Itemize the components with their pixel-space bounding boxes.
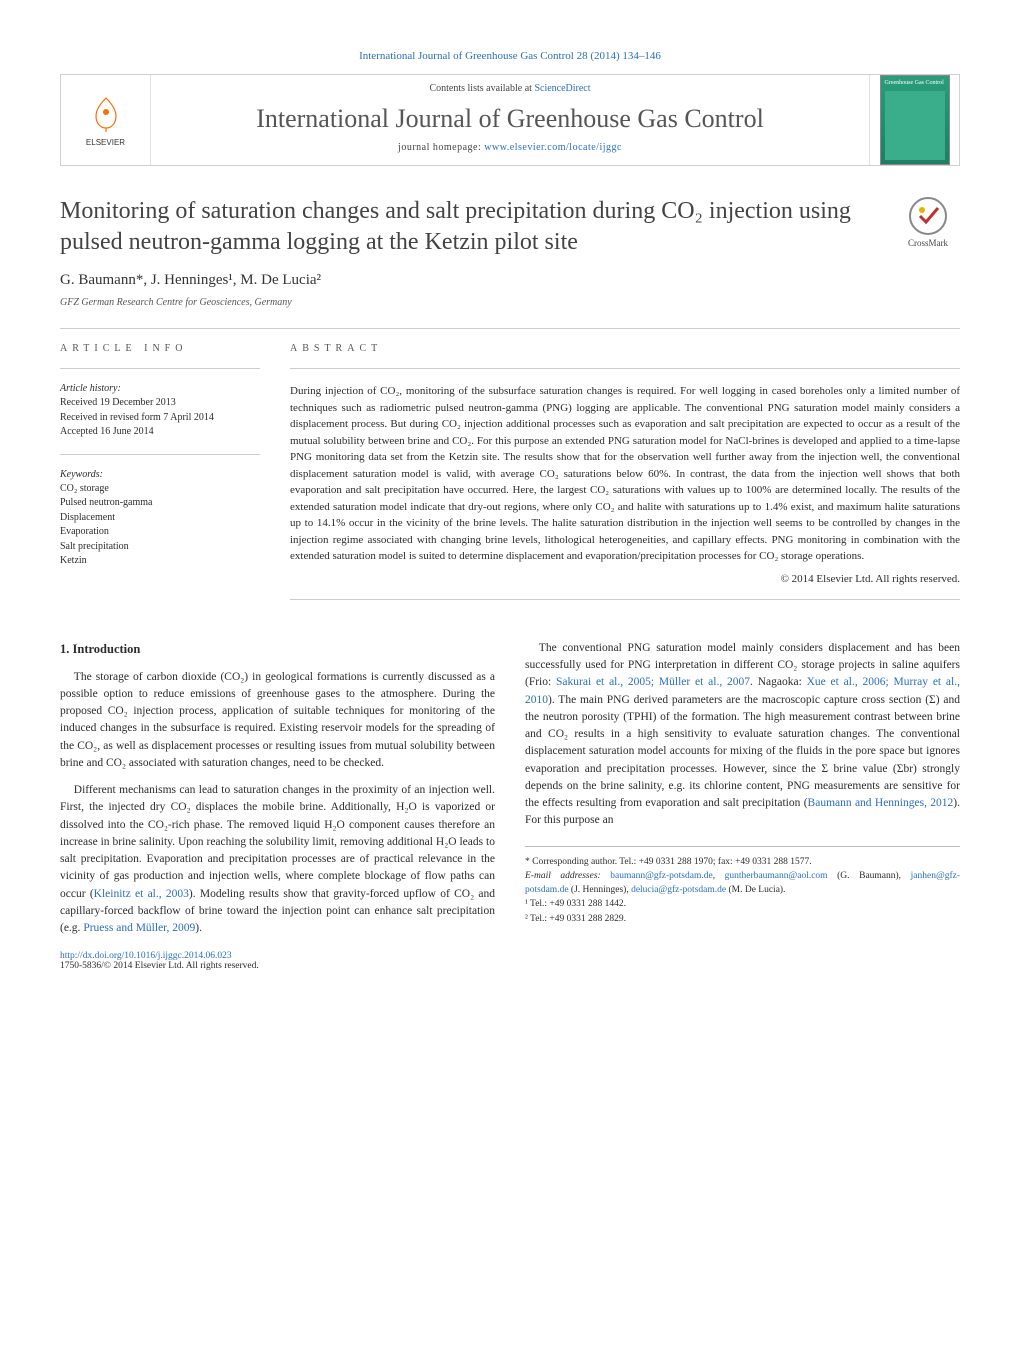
citation-link[interactable]: Pruess and Müller, 2009 <box>83 922 195 934</box>
keywords-block: Keywords: CO₂ storage Pulsed neutron-gam… <box>60 469 260 569</box>
keyword-item: Pulsed neutron-gamma <box>60 496 260 511</box>
email-who: (M. De Lucia). <box>726 885 785 895</box>
cover-image-placeholder <box>885 91 945 160</box>
citation-link[interactable]: Baumann and Henninges, 2012 <box>808 797 954 809</box>
history-accepted: Accepted 16 June 2014 <box>60 425 260 440</box>
journal-homepage-line: journal homepage: www.elsevier.com/locat… <box>151 142 869 153</box>
history-received: Received 19 December 2013 <box>60 396 260 411</box>
footnote-tel-2: ² Tel.: +49 0331 288 2829. <box>525 912 960 926</box>
crossmark-label: CrossMark <box>908 238 948 248</box>
journal-title: International Journal of Greenhouse Gas … <box>151 104 869 134</box>
journal-header-box: ELSEVIER Contents lists available at Sci… <box>60 74 960 166</box>
email-addresses-line: E-mail addresses: baumann@gfz-potsdam.de… <box>525 869 960 898</box>
keywords-title: Keywords: <box>60 469 260 480</box>
footnote-tel-1: ¹ Tel.: +49 0331 288 1442. <box>525 897 960 911</box>
body-para-2: Different mechanisms can lead to saturat… <box>60 782 495 937</box>
history-revised: Received in revised form 7 April 2014 <box>60 411 260 426</box>
publisher-logo-cell: ELSEVIER <box>61 75 151 165</box>
contents-available-line: Contents lists available at ScienceDirec… <box>151 83 869 94</box>
issn-copyright-line: 1750-5836/© 2014 Elsevier Ltd. All right… <box>60 961 960 971</box>
homepage-prefix: journal homepage: <box>398 142 484 153</box>
body-para-3: The conventional PNG saturation model ma… <box>525 640 960 830</box>
journal-citation-header[interactable]: International Journal of Greenhouse Gas … <box>60 50 960 62</box>
article-history-block: Article history: Received 19 December 20… <box>60 383 260 440</box>
body-para-3c: ). The main PNG derived parameters are t… <box>525 694 960 810</box>
keyword-item: Displacement <box>60 511 260 526</box>
keyword-item: Ketzin <box>60 554 260 569</box>
citation-link[interactable]: Sakurai et al., 2005; Müller et al., 200… <box>556 676 750 688</box>
abstract-column: ABSTRACT During injection of CO₂, monito… <box>290 343 960 614</box>
article-info-label: ARTICLE INFO <box>60 343 260 354</box>
abstract-text: During injection of CO₂, monitoring of t… <box>290 383 960 565</box>
keyword-item: Salt precipitation <box>60 540 260 555</box>
crossmark-icon <box>908 196 948 236</box>
email-link[interactable]: guntherbaumann@aol.com <box>725 871 828 881</box>
journal-header-center: Contents lists available at ScienceDirec… <box>151 75 869 165</box>
keyword-item: CO₂ storage <box>60 482 260 497</box>
sciencedirect-link[interactable]: ScienceDirect <box>534 83 590 94</box>
article-info-column: ARTICLE INFO Article history: Received 1… <box>60 343 260 614</box>
journal-cover-cell: Greenhouse Gas Control <box>869 75 959 165</box>
citation-link[interactable]: Kleinitz et al., 2003 <box>94 888 189 900</box>
journal-homepage-link[interactable]: www.elsevier.com/locate/ijggc <box>484 142 622 153</box>
rule-info-2 <box>60 454 260 455</box>
abstract-copyright: © 2014 Elsevier Ltd. All rights reserved… <box>290 573 960 585</box>
rule-top <box>60 328 960 329</box>
email-who: (J. Henninges), <box>569 885 632 895</box>
cover-title-text: Greenhouse Gas Control <box>885 80 945 87</box>
email-who: (G. Baumann), <box>828 871 911 881</box>
doi-link[interactable]: http://dx.doi.org/10.1016/j.ijggc.2014.0… <box>60 951 232 961</box>
affiliation-line: GFZ German Research Centre for Geoscienc… <box>60 297 960 308</box>
email-link[interactable]: delucia@gfz-potsdam.de <box>631 885 726 895</box>
email-label: E-mail addresses: <box>525 871 610 881</box>
rule-info-1 <box>60 368 260 369</box>
corresponding-author-line: * Corresponding author. Tel.: +49 0331 2… <box>525 855 960 869</box>
body-para-3b: . Nagaoka: <box>750 676 807 688</box>
journal-cover-thumbnail[interactable]: Greenhouse Gas Control <box>880 75 950 165</box>
footnotes-block: * Corresponding author. Tel.: +49 0331 2… <box>525 846 960 926</box>
body-para-1: The storage of carbon dioxide (CO₂) in g… <box>60 669 495 773</box>
section-heading-intro: 1. Introduction <box>60 640 495 659</box>
history-title: Article history: <box>60 383 260 394</box>
keyword-item: Evaporation <box>60 525 260 540</box>
rule-abstract-2 <box>290 599 960 600</box>
elsevier-logo[interactable]: ELSEVIER <box>71 80 141 160</box>
article-title: Monitoring of saturation changes and sal… <box>60 196 880 258</box>
authors-line: G. Baumann*, J. Henninges¹, M. De Lucia² <box>60 272 960 289</box>
crossmark-badge[interactable]: CrossMark <box>896 196 960 248</box>
body-para-2d: ). <box>195 922 202 934</box>
body-two-column: 1. Introduction The storage of carbon di… <box>60 640 960 938</box>
elsevier-logo-label: ELSEVIER <box>86 138 125 147</box>
body-para-2a: Different mechanisms can lead to saturat… <box>60 784 495 831</box>
identifier-block: http://dx.doi.org/10.1016/j.ijggc.2014.0… <box>60 951 960 971</box>
email-link[interactable]: baumann@gfz-potsdam.de <box>610 871 712 881</box>
abstract-label: ABSTRACT <box>290 343 960 354</box>
elsevier-tree-icon <box>86 94 126 134</box>
contents-prefix: Contents lists available at <box>429 83 534 94</box>
rule-abstract-1 <box>290 368 960 369</box>
